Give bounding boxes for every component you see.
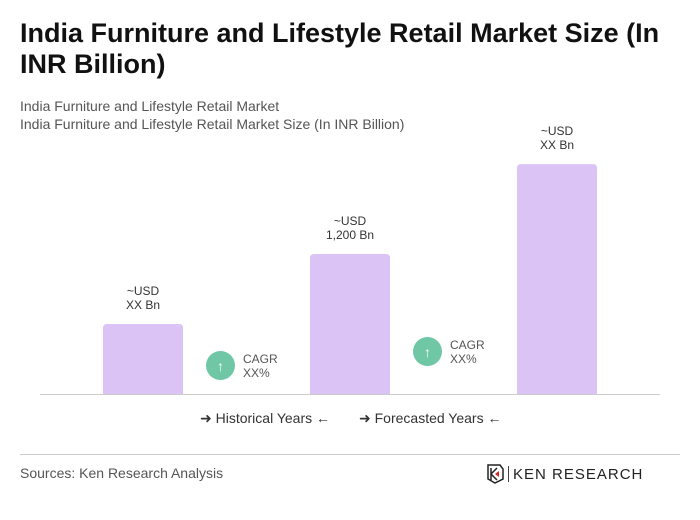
chart-subtitle-2: India Furniture and Lifestyle Retail Mar… [20,116,405,132]
legend-forecasted: ➜ Forecasted Years ← [359,410,502,426]
chart-subtitle: India Furniture and Lifestyle Retail Mar… [20,98,280,114]
ken-research-logo: KEN RESEARCH [486,464,643,484]
data-label-2: ~USD 1,200 Bn [290,214,410,242]
arrow-up-icon: ↑ [413,337,442,366]
data-label-line: ~USD [126,284,160,298]
data-label-line: ~USD [333,214,367,228]
data-label-1: ~USD XX Bn [83,284,203,312]
bar-3 [517,164,597,394]
cagr-badge-2: ↑ CAGR XX% [413,337,485,366]
sources: Sources: Ken Research Analysis [20,465,224,481]
data-label-line: XX Bn [539,138,575,153]
legend-historical: ➜ Historical Years ← [200,410,331,426]
divider [20,454,680,455]
logo-text: KEN RESEARCH [513,465,644,483]
data-label-line: 1,200 Bn [325,228,375,242]
data-label-3: ~USD XX Bn [497,124,617,152]
bar-1 [103,324,183,394]
legend-label: Historical Years [215,410,313,426]
data-label-line: XX Bn [125,298,161,312]
chart-title: India Furniture and Lifestyle Retail Mar… [20,18,660,79]
logo-icon [487,464,504,484]
cagr-value: XX% [450,351,477,366]
arrow-up-icon: ↑ [206,351,235,380]
cagr-label: CAGR [450,337,485,352]
bar-2 [310,254,390,394]
cagr-value: XX% [243,365,270,380]
legend-label: Forecasted Years [374,410,484,426]
cagr-label: CAGR [243,351,278,366]
cagr-badge-1: ↑ CAGR XX% [206,351,278,380]
data-label-line: ~USD [540,124,574,139]
